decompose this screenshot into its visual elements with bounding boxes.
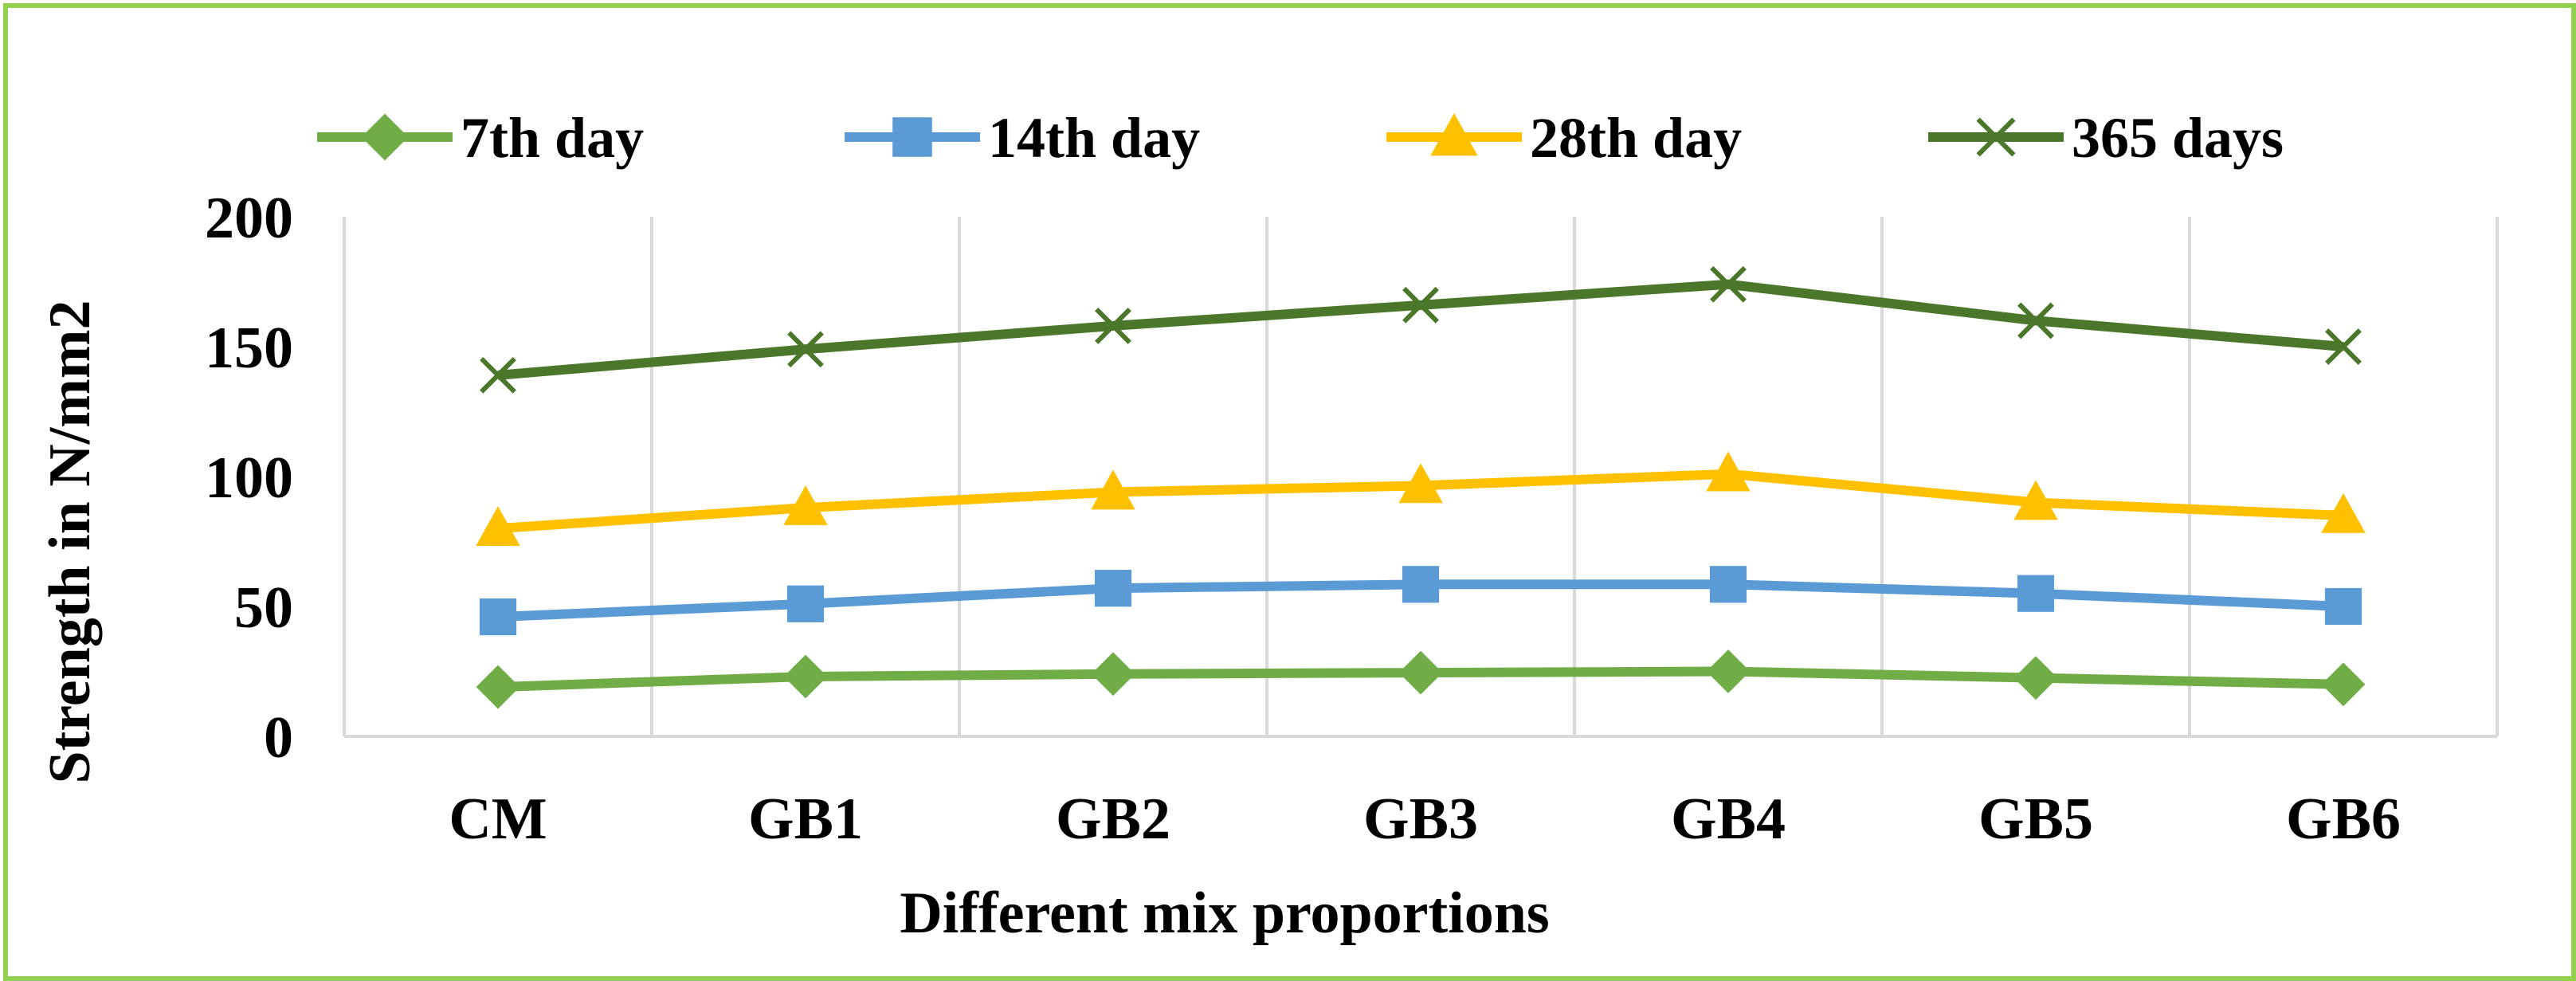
legend-item: 365 days [1928, 106, 2284, 170]
x-marker-stroke [1095, 307, 1131, 344]
x-marker-stroke [2325, 328, 2362, 365]
x-marker-stroke [480, 356, 516, 394]
legend-label: 28th day [1530, 106, 1742, 170]
data-point-diamond [783, 654, 828, 699]
x-tick-label: GB4 [1671, 787, 1786, 852]
y-tick-label: 50 [234, 575, 293, 641]
series-layer [476, 265, 2366, 709]
data-point-square [2017, 575, 2055, 612]
x-tick-label: GB5 [1978, 787, 2093, 852]
x-marker-stroke [2017, 302, 2054, 339]
legend-label: 14th day [988, 106, 1200, 170]
y-tick-label: 200 [205, 186, 293, 251]
x-tick-label: GB3 [1363, 787, 1478, 852]
y-tick-label: 0 [264, 705, 293, 771]
x-marker-stroke [1976, 117, 2016, 157]
data-point-x [1710, 265, 1747, 303]
x-marker-stroke [1710, 265, 1747, 303]
legend-label: 365 days [2072, 106, 2284, 170]
data-point-x [787, 331, 824, 368]
x-marker-stroke [1402, 286, 1439, 324]
x-tick-label: GB6 [2286, 787, 2401, 852]
legend-item: 28th day [1386, 106, 1742, 170]
series-7th-day [476, 649, 2366, 709]
series-28th-day [476, 451, 2366, 546]
data-point-triangle [476, 506, 520, 546]
data-point-triangle [1706, 451, 1751, 492]
x-axis-title: Different mix proportions [900, 881, 1549, 946]
data-point-square [1709, 566, 1747, 603]
data-point-triangle [2321, 492, 2366, 533]
series-14th-day [479, 566, 2362, 636]
data-point-x [2325, 328, 2362, 365]
data-point-diamond [1398, 650, 1443, 695]
x-tick-label: GB1 [748, 787, 863, 852]
data-point-diamond [476, 665, 520, 709]
data-point-triangle [2013, 480, 2058, 520]
data-point-square [786, 585, 825, 622]
data-point-square [479, 598, 517, 636]
data-point-x [1402, 286, 1439, 324]
x-tick-label: GB2 [1056, 787, 1170, 852]
y-axis-title: Strength in N/mm2 [37, 300, 103, 783]
data-point-x [480, 356, 516, 394]
data-point-diamond [2013, 656, 2058, 700]
y-tick-label: 100 [205, 445, 293, 511]
data-point-diamond [1706, 649, 1751, 693]
data-point-triangle [1430, 112, 1478, 156]
data-point-triangle [1398, 463, 1443, 504]
legend-item: 14th day [845, 106, 1200, 170]
data-point-x [1095, 307, 1131, 344]
data-point-x [2017, 302, 2054, 339]
data-point-square [2324, 587, 2362, 626]
series-line [497, 279, 2344, 380]
series-365-days [480, 265, 2362, 394]
data-point-triangle [1091, 469, 1135, 510]
data-point-x [1976, 117, 2016, 157]
legend: 7th day 14th day 28th day 365 days [317, 106, 2284, 170]
data-point-square [1402, 566, 1440, 603]
legend-label: 7th day [461, 106, 644, 170]
y-tick-label: 150 [205, 316, 293, 381]
legend-item: 7th day [317, 106, 644, 170]
x-marker-stroke [787, 331, 824, 368]
data-point-square [1094, 570, 1132, 607]
data-point-diamond [361, 113, 409, 161]
data-point-square [892, 117, 932, 157]
data-point-diamond [1091, 652, 1135, 697]
data-point-triangle [783, 485, 828, 525]
axes: 0 50 100 150 200 CM GB1 GB2 GB3 GB4 GB5 GB6 [205, 186, 2497, 852]
data-point-diamond [2321, 662, 2366, 707]
x-tick-label: CM [449, 787, 547, 852]
